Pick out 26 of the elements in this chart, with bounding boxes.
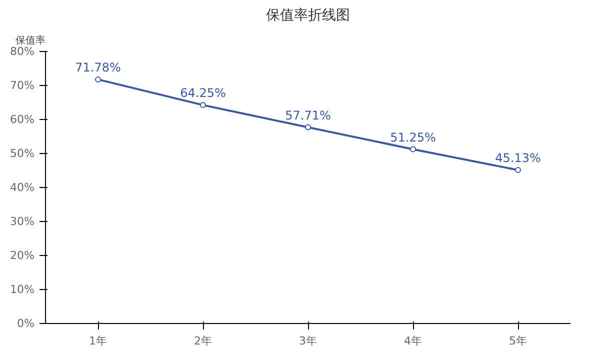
point (410, 146, 416, 152)
data-label: 71.78% (75, 60, 121, 74)
y-tick-label: 80% (10, 45, 35, 58)
point (95, 76, 101, 82)
y-tick-label: 0% (17, 317, 34, 330)
y-tick-label: 20% (10, 249, 35, 262)
x-tick-label: 2年 (194, 334, 212, 348)
y-tick-label: 60% (10, 113, 35, 126)
data-label: 51.25% (390, 130, 436, 144)
x-tick-label: 5年 (509, 334, 527, 348)
point (305, 124, 311, 130)
y-tick-label: 10% (10, 283, 35, 296)
chart-title: 保值率折线图 (266, 8, 350, 24)
data-label: 64.25% (180, 86, 226, 100)
point (515, 167, 521, 174)
y-tick-label: 70% (10, 79, 35, 92)
x-tick-label: 1年 (89, 334, 107, 348)
x-tick-label: 4年 (404, 334, 422, 348)
y-tick-label: 40% (10, 181, 35, 194)
y-axis-title: 保值率 (16, 34, 46, 46)
data-label: 57.71% (285, 108, 331, 122)
y-tick-label: 30% (10, 215, 35, 228)
y-tick-label: 50% (10, 147, 35, 160)
x-tick-label: 3年 (299, 334, 317, 348)
data-label: 45.13% (495, 151, 541, 166)
point (200, 102, 206, 108)
